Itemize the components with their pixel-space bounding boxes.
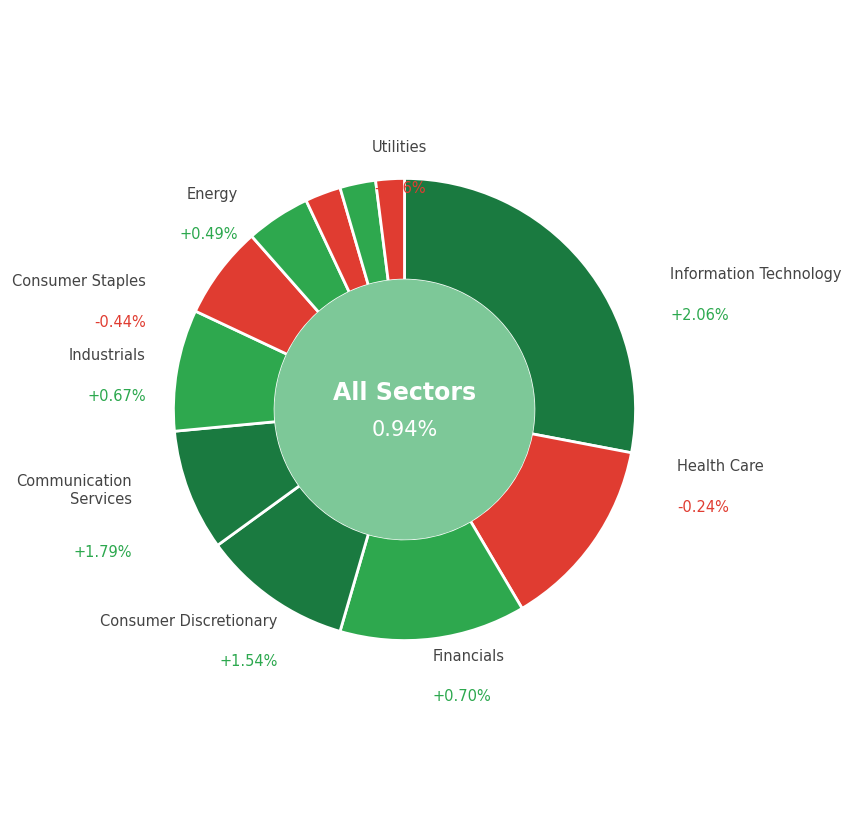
Wedge shape [469, 434, 630, 609]
Text: Communication
Services: Communication Services [16, 474, 132, 506]
Text: +2.06%: +2.06% [670, 308, 728, 323]
Text: Industrials: Industrials [69, 348, 146, 364]
Wedge shape [251, 201, 349, 312]
Wedge shape [340, 521, 521, 640]
Wedge shape [340, 180, 388, 285]
Text: 0.94%: 0.94% [371, 420, 437, 441]
Wedge shape [173, 311, 287, 432]
Text: Financials: Financials [432, 649, 504, 663]
Wedge shape [195, 236, 319, 355]
Text: Information Technology: Information Technology [670, 268, 841, 283]
Text: Consumer Staples: Consumer Staples [12, 274, 146, 289]
Text: Consumer Discretionary: Consumer Discretionary [100, 614, 277, 629]
Circle shape [275, 280, 533, 539]
Text: +0.67%: +0.67% [87, 389, 146, 404]
Wedge shape [175, 422, 299, 545]
Wedge shape [404, 179, 635, 453]
Text: All Sectors: All Sectors [332, 382, 475, 405]
Text: +1.79%: +1.79% [73, 545, 132, 559]
Text: Utilities: Utilities [371, 140, 427, 156]
Text: Health Care: Health Care [676, 459, 763, 474]
Wedge shape [306, 188, 368, 292]
Text: +0.49%: +0.49% [180, 227, 238, 242]
Wedge shape [375, 179, 404, 281]
Text: +1.54%: +1.54% [219, 654, 277, 669]
Text: +0.70%: +0.70% [432, 689, 491, 704]
Text: -0.36%: -0.36% [374, 181, 425, 196]
Text: -0.44%: -0.44% [94, 314, 146, 330]
Text: -0.24%: -0.24% [676, 500, 728, 514]
Text: Energy: Energy [187, 187, 238, 201]
Wedge shape [217, 486, 368, 631]
